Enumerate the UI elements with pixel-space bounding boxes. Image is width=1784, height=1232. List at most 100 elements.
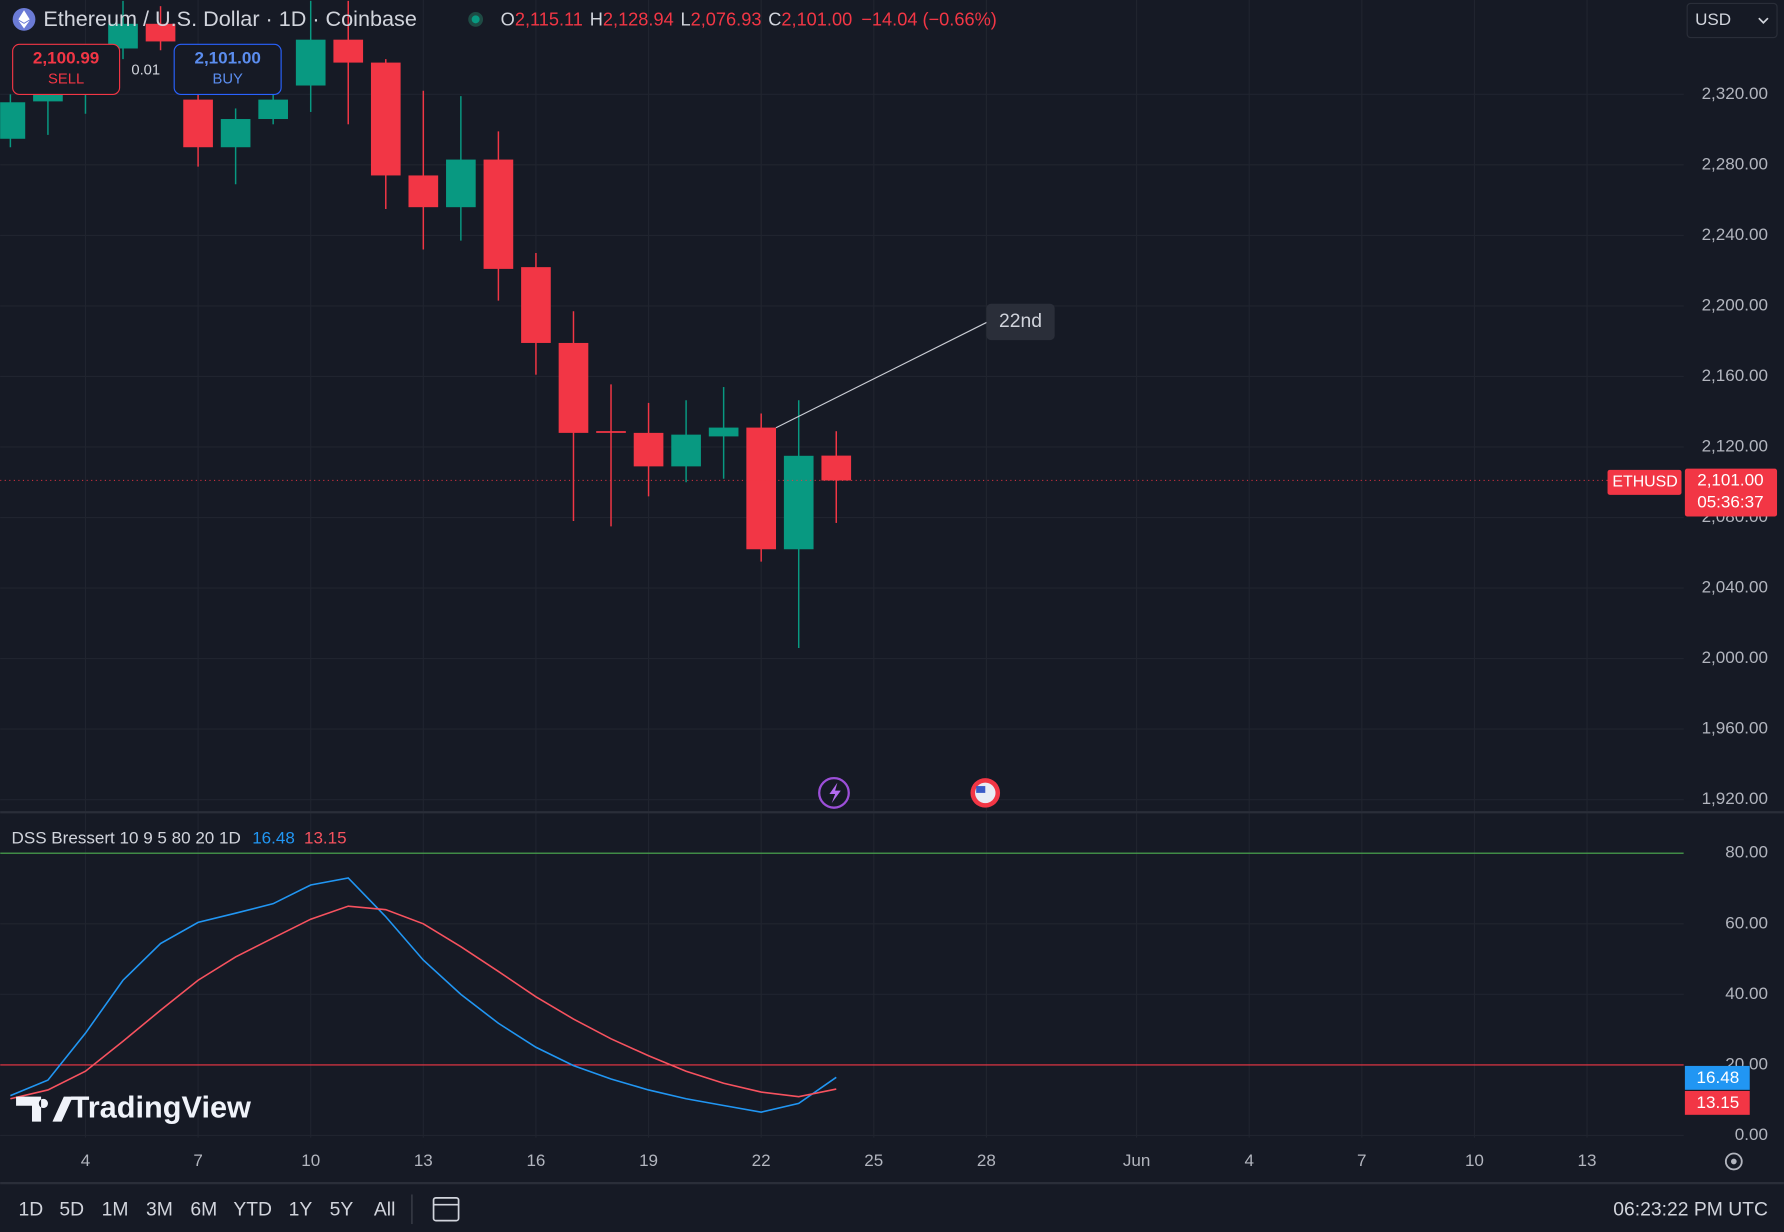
annotation-box[interactable]: [986, 303, 1055, 341]
brand-logo: [16, 1096, 73, 1122]
candle-body: [333, 39, 364, 63]
last-price: 2,101.00: [1697, 471, 1763, 490]
range-button[interactable]: 5D: [59, 1199, 84, 1220]
x-tick-label: 13: [414, 1151, 433, 1170]
range-button[interactable]: 1M: [102, 1199, 129, 1220]
x-tick-label: 19: [639, 1151, 658, 1170]
x-tick-label: 22: [752, 1151, 771, 1170]
range-button[interactable]: 3M: [146, 1199, 173, 1220]
candle-body: [220, 119, 251, 148]
event-glyph: [829, 782, 841, 804]
buy-price[interactable]: 2,101.00: [194, 49, 260, 68]
dropdown-arrow: [1758, 17, 1769, 24]
candle-body: [33, 94, 63, 102]
indicator-line: [10, 905, 837, 1100]
clock[interactable]: 06:23:22 PM UTC: [1613, 1199, 1768, 1220]
change: −14.04 (−0.66%): [861, 9, 997, 29]
currency-dropdown[interactable]: [1686, 2, 1778, 39]
indicator-title: DSS Bressert 10 9 5 80 20 1D 16.48 13.15: [12, 828, 347, 847]
ohlc-legend: O2,115.11 H2,128.94 L2,076.93 C2,101.00 −14.…: [501, 9, 997, 29]
x-tick-label: 10: [1465, 1151, 1484, 1170]
low: 2,076.93: [691, 9, 762, 29]
high: 2,128.94: [603, 9, 674, 29]
open: 2,115.11: [515, 9, 583, 29]
settings-dot: [1730, 1158, 1737, 1165]
range-button[interactable]: 5Y: [330, 1199, 354, 1220]
sell-price[interactable]: 2,100.99: [33, 49, 99, 68]
indicator-name: DSS Bressert 10 9 5 80 20 1D: [12, 828, 241, 847]
candle-body: [408, 175, 439, 208]
y-tick-label: 2,040.00: [1702, 578, 1768, 597]
candle-body: [821, 455, 852, 481]
y-tick-label: 2,160.00: [1702, 366, 1768, 385]
toolbar: 1D 5D 1M 3M 6M YTD 1Y 5Y All: [18, 1199, 395, 1220]
x-tick-label: 7: [193, 1151, 202, 1170]
indicator-line: [10, 877, 837, 1113]
sell-label[interactable]: SELL: [48, 72, 84, 88]
indicator-badge-2: [1684, 1090, 1750, 1115]
flag-canton: [976, 786, 986, 793]
y-tick-label: 2,120.00: [1702, 436, 1768, 455]
x-tick-label: 16: [526, 1151, 545, 1170]
annotation-text[interactable]: 22nd: [999, 311, 1042, 332]
currency[interactable]: USD: [1695, 10, 1731, 29]
candle-body: [746, 427, 777, 550]
y-tick-label: 2,240.00: [1702, 225, 1768, 244]
indicator-badge-text-2: 13.15: [1697, 1093, 1740, 1112]
y-tick-label: 2,000.00: [1702, 648, 1768, 667]
l-key: L: [681, 9, 691, 29]
indicator-value-1: 16.48: [252, 828, 295, 847]
y-tick-label: 60.00: [1725, 913, 1768, 932]
candle-body: [558, 342, 589, 433]
sell-button[interactable]: 2,100.99 SELL: [12, 43, 121, 95]
last-price-badge: [1684, 468, 1778, 517]
countdown: 05:36:37: [1697, 492, 1763, 511]
candle-body: [0, 102, 26, 139]
candle-body: [708, 427, 739, 437]
quantity[interactable]: 0.01: [131, 62, 160, 78]
candle-body: [145, 23, 176, 42]
y-tick-label: 2,320.00: [1702, 84, 1768, 103]
candle-body: [370, 62, 401, 176]
y-tick-label: 2,280.00: [1702, 154, 1768, 173]
sell-box[interactable]: [12, 43, 121, 95]
price-pane: [0, 0, 1684, 648]
y-tick-label: 2,200.00: [1702, 295, 1768, 314]
candle-body: [483, 159, 514, 269]
range-button[interactable]: 6M: [190, 1199, 217, 1220]
buy-box[interactable]: [173, 43, 282, 95]
symbol-badge: [1607, 469, 1682, 495]
indicator-pane: [0, 852, 1684, 1113]
candle-body: [446, 159, 476, 208]
range-button[interactable]: 1Y: [289, 1199, 313, 1220]
close: 2,101.00: [781, 9, 852, 29]
candle-body: [295, 39, 326, 86]
o-key: O: [501, 9, 515, 29]
range-button[interactable]: All: [374, 1199, 395, 1220]
range-button[interactable]: YTD: [233, 1199, 272, 1220]
date-range-icon[interactable]: [432, 1197, 460, 1222]
symbol-badge-text: ETHUSD: [1612, 474, 1677, 491]
range-button[interactable]: 1D: [18, 1199, 43, 1220]
y-tick-label: 80.00: [1725, 843, 1768, 862]
candle-body: [783, 455, 814, 550]
c-key: C: [768, 9, 781, 29]
x-tick-label: 13: [1578, 1151, 1597, 1170]
y-tick-label: 1,960.00: [1702, 719, 1768, 738]
x-tick-label: 7: [1357, 1151, 1366, 1170]
y-tick-label: 1,920.00: [1702, 789, 1768, 808]
x-tick-label: 4: [1244, 1151, 1253, 1170]
candle-body: [183, 99, 213, 148]
buy-label[interactable]: BUY: [212, 72, 243, 88]
buy-button[interactable]: 2,101.00 BUY: [173, 43, 282, 95]
candle-body: [596, 431, 626, 433]
eth-glyph: [18, 10, 30, 29]
indicator-value-2: 13.15: [304, 828, 347, 847]
y-tick-label: 0.00: [1735, 1125, 1768, 1144]
candle-body: [521, 267, 551, 343]
axes: 4 7 10 13 16 19 22 25 28 Jun 4 7 10 13 1,920.00 1,960.0…: [81, 84, 1768, 1170]
market-status: [468, 11, 484, 27]
settings-icon[interactable]: [1724, 1152, 1743, 1171]
